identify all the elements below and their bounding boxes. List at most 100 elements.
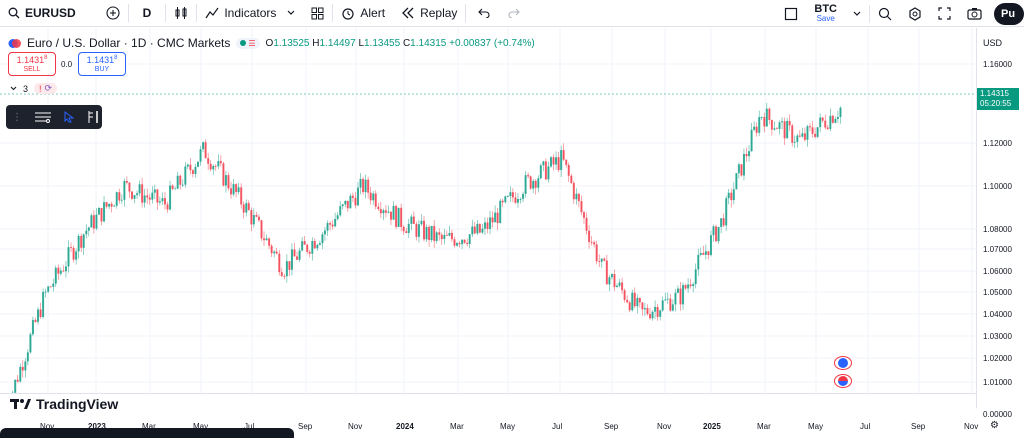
- price-axis[interactable]: USD 1.16000 1.12000 1.10000 1.08000 1.07000 1…: [976, 28, 1024, 419]
- market-status-pill[interactable]: ☰: [236, 37, 260, 49]
- lines-icon[interactable]: [34, 111, 52, 123]
- redo-icon: [508, 8, 521, 18]
- bars-icon: ☰: [248, 38, 256, 48]
- cursor-icon[interactable]: [64, 111, 74, 123]
- bottom-panel-tab[interactable]: [0, 428, 294, 438]
- undo-button[interactable]: [466, 0, 502, 27]
- layout-name-button[interactable]: BTC Save: [806, 3, 845, 24]
- tradingview-logo[interactable]: TradingView: [10, 396, 118, 412]
- candle-body: [788, 120, 791, 126]
- candle-body: [798, 135, 801, 137]
- drag-handle-icon[interactable]: ⋮: [12, 111, 22, 123]
- candle-body: [763, 116, 766, 127]
- candle-body: [575, 193, 578, 200]
- candle-body: [438, 232, 441, 235]
- chart-grid: [0, 28, 976, 394]
- candle-body: [26, 352, 29, 362]
- candle-body: [323, 230, 326, 235]
- compare-button[interactable]: [98, 0, 128, 27]
- candle-body: [303, 241, 306, 245]
- divider: [165, 4, 167, 22]
- snapshot-button[interactable]: [959, 0, 990, 27]
- chevron-down-icon[interactable]: [10, 86, 17, 91]
- candle-body: [252, 215, 255, 225]
- candle-body: [697, 254, 700, 270]
- time-tick-label: Jul: [552, 422, 563, 431]
- candle-body: [486, 222, 489, 230]
- candle-body: [163, 198, 167, 205]
- candle-body: [758, 117, 761, 133]
- candle-body: [590, 241, 593, 243]
- candle-body: [633, 292, 636, 307]
- candle-body: [67, 247, 70, 267]
- candle-body: [313, 240, 316, 249]
- indicators-button[interactable]: Indicators: [197, 0, 303, 27]
- candle-body: [501, 200, 504, 203]
- replay-button[interactable]: Replay: [393, 0, 465, 27]
- redo-button[interactable]: [502, 0, 526, 27]
- fullscreen-button[interactable]: [930, 0, 959, 27]
- time-axis[interactable]: Nov 2023 Mar May Jul Sep Nov 2024 Mar May Jul Sep No…: [0, 393, 978, 438]
- candle-body: [699, 252, 702, 255]
- symbol-search[interactable]: EURUSD: [0, 0, 84, 27]
- ohlc-values: O1.13525 H1.14497 L1.13455 C1.14315 +0.0…: [266, 38, 535, 49]
- candle-body: [428, 226, 431, 240]
- symbol-title[interactable]: Euro / U.S. Dollar · 1D · CMC Markets: [27, 36, 231, 50]
- axis-settings-icon[interactable]: ⚙: [990, 420, 999, 431]
- candle-body: [712, 226, 715, 236]
- sell-price-main: 1.1431: [16, 55, 45, 65]
- layout-menu-button[interactable]: [845, 0, 869, 27]
- candle-body: [329, 223, 332, 225]
- save-link[interactable]: Save: [816, 13, 835, 23]
- candle-body: [425, 226, 428, 240]
- time-tick-label: Mar: [142, 422, 156, 431]
- candle-body: [814, 133, 817, 137]
- candle-body: [174, 188, 177, 190]
- candle-body: [217, 161, 220, 167]
- candle-body: [821, 117, 824, 121]
- chart-type-button[interactable]: [166, 0, 196, 27]
- candle-body: [410, 216, 413, 224]
- candle-body: [288, 261, 291, 270]
- square-icon: [784, 7, 798, 21]
- candle-body: [588, 230, 591, 242]
- candle-body: [636, 297, 639, 307]
- gear-icon: [908, 6, 922, 21]
- quick-search-button[interactable]: [870, 0, 900, 27]
- candle-body: [687, 284, 690, 289]
- axis-currency[interactable]: USD: [983, 38, 1003, 48]
- candle-body: [649, 314, 652, 319]
- candle-body: [781, 121, 784, 123]
- alert-button[interactable]: Alert: [333, 0, 393, 27]
- layouts-button[interactable]: [303, 0, 332, 27]
- indicator-badge[interactable]: ! ⟳: [34, 83, 58, 94]
- candle-body: [138, 184, 141, 194]
- settings-button[interactable]: [900, 0, 930, 27]
- candle-body: [29, 334, 32, 353]
- candle-body: [570, 175, 573, 183]
- time-tick-label: Mar: [757, 422, 771, 431]
- candle-body: [100, 207, 103, 222]
- interval-button[interactable]: D: [142, 6, 152, 20]
- price-chart[interactable]: [0, 28, 976, 394]
- candle-body: [222, 163, 225, 186]
- candle-body: [654, 306, 657, 312]
- buy-price: 1.14318: [87, 53, 118, 65]
- candle-body: [263, 238, 266, 241]
- candle-body: [191, 170, 194, 174]
- candle-body: [628, 302, 631, 311]
- candle-body: [631, 292, 634, 311]
- layout-toggle-button[interactable]: [776, 0, 806, 27]
- candle-body: [750, 129, 753, 152]
- buy-button[interactable]: 1.14318 BUY: [78, 52, 126, 76]
- event-flag-eu[interactable]: [834, 356, 852, 370]
- candle-body: [255, 215, 258, 217]
- candle-body: [237, 187, 240, 193]
- floating-drawing-toolbar: ⋮: [6, 105, 102, 129]
- fib-tool-icon[interactable]: [86, 110, 100, 124]
- event-flag-us[interactable]: [834, 374, 852, 388]
- sell-button[interactable]: 1.14318 SELL: [8, 52, 56, 76]
- candle-body: [362, 178, 365, 193]
- publish-button[interactable]: Pu: [994, 2, 1024, 25]
- candle-body: [268, 238, 271, 246]
